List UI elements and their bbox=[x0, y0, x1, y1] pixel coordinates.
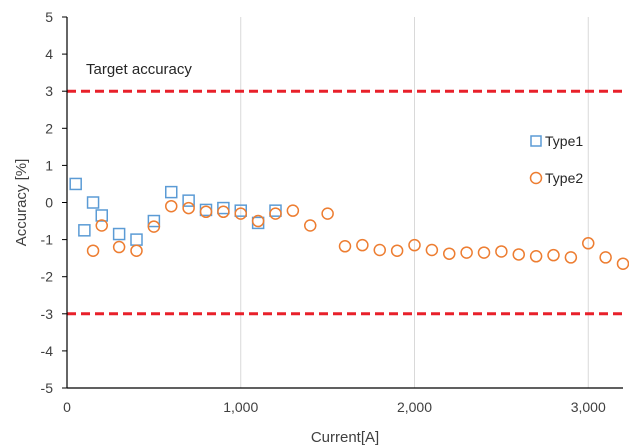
point-type2-6 bbox=[182, 201, 195, 215]
point-type1-3 bbox=[95, 209, 108, 222]
y-tick-labels: -5 -4 -3 -2 -1 0 1 2 3 4 5 bbox=[41, 9, 54, 396]
point-type2-15 bbox=[338, 240, 352, 253]
point-type2-8 bbox=[217, 205, 230, 219]
point-type2-16 bbox=[356, 238, 369, 252]
axes bbox=[62, 16, 623, 389]
y-tick-label-5: 0 bbox=[45, 195, 53, 211]
point-type2-18 bbox=[390, 244, 404, 257]
y-tick-label-9: 4 bbox=[45, 46, 53, 62]
y-tick-label-2: -3 bbox=[41, 306, 54, 322]
point-type2-26 bbox=[529, 250, 543, 263]
point-type2-17 bbox=[373, 243, 386, 257]
point-type2-10 bbox=[251, 214, 265, 228]
y-tick-label-8: 3 bbox=[45, 83, 53, 99]
y-tick-label-0: -5 bbox=[41, 380, 54, 396]
point-type2-31 bbox=[616, 257, 629, 270]
point-type2-22 bbox=[460, 246, 473, 259]
point-type2-20 bbox=[425, 243, 439, 257]
data-points bbox=[69, 177, 629, 270]
point-type2-19 bbox=[408, 238, 421, 252]
target-accuracy-label: Target accuracy bbox=[86, 61, 192, 78]
x-tick-label-2: 2,000 bbox=[397, 399, 432, 415]
point-type1-10 bbox=[217, 201, 230, 215]
point-type2-1 bbox=[95, 219, 108, 232]
y-tick-label-3: -2 bbox=[41, 269, 54, 285]
y-tick-label-4: -1 bbox=[41, 232, 54, 248]
point-type2-13 bbox=[304, 219, 317, 232]
point-type1-5 bbox=[130, 233, 143, 246]
x-tick-label-1: 1,000 bbox=[223, 399, 258, 415]
point-type1-8 bbox=[182, 194, 195, 207]
x-axis-title: Current[A] bbox=[311, 429, 379, 446]
point-type2-25 bbox=[512, 248, 525, 261]
y-tick-label-1: -4 bbox=[41, 343, 54, 359]
x-tick-labels: 0 1,000 2,000 3,000 bbox=[63, 399, 606, 415]
legend-label-type1: Type1 bbox=[545, 133, 583, 149]
x-tick-label-3: 3,000 bbox=[571, 399, 606, 415]
point-type2-5 bbox=[165, 199, 178, 213]
reference-lines bbox=[67, 89, 623, 316]
point-type2-29 bbox=[582, 237, 595, 250]
x-tick-label-0: 0 bbox=[63, 399, 71, 415]
point-type2-11 bbox=[269, 207, 282, 220]
point-type2-14 bbox=[321, 207, 334, 220]
point-type2-30 bbox=[599, 251, 612, 264]
y-tick-label-7: 2 bbox=[45, 120, 53, 136]
point-type2-3 bbox=[130, 244, 143, 257]
legend: Type1 Type2 bbox=[529, 133, 583, 186]
point-type2-0 bbox=[86, 244, 100, 257]
point-type2-24 bbox=[495, 245, 508, 258]
y-tick-label-6: 1 bbox=[45, 157, 53, 173]
legend-marker-type1 bbox=[530, 135, 542, 147]
point-type1-2 bbox=[86, 196, 100, 209]
point-type1-7 bbox=[165, 185, 178, 199]
point-type1-1 bbox=[78, 224, 91, 237]
grid bbox=[240, 17, 589, 388]
point-type1-4 bbox=[112, 227, 126, 241]
point-type2-12 bbox=[286, 204, 300, 217]
point-type2-23 bbox=[477, 246, 491, 259]
legend-label-type2: Type2 bbox=[545, 170, 583, 186]
point-type1-6 bbox=[147, 214, 161, 228]
legend-marker-type2 bbox=[529, 171, 543, 185]
point-type2-2 bbox=[112, 240, 126, 254]
point-type2-9 bbox=[234, 207, 247, 220]
point-type1-0 bbox=[69, 177, 82, 191]
point-type2-27 bbox=[547, 248, 560, 262]
y-axis-title: Accuracy [%] bbox=[13, 159, 30, 247]
point-type2-4 bbox=[147, 220, 161, 233]
point-type2-21 bbox=[443, 247, 456, 260]
point-type2-7 bbox=[199, 205, 213, 219]
point-type2-28 bbox=[564, 251, 578, 264]
y-tick-label-10: 5 bbox=[45, 9, 53, 25]
